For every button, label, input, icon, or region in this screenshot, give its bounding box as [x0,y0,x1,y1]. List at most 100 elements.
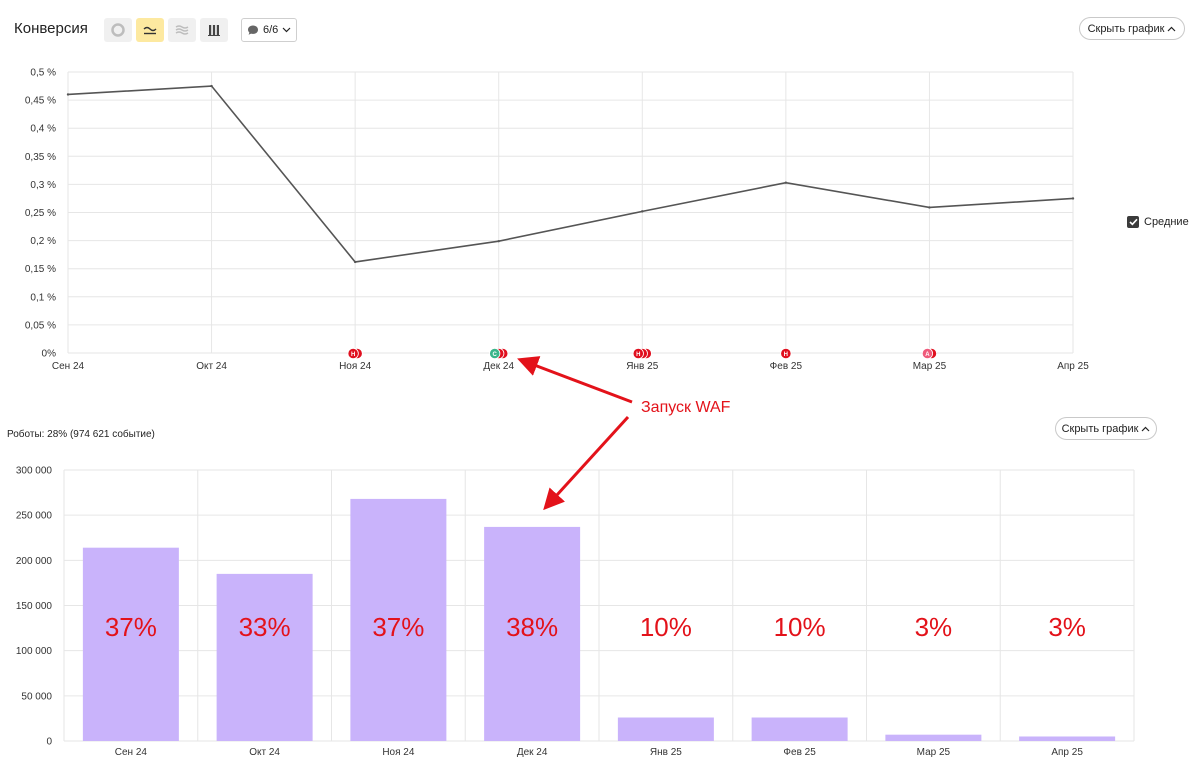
chevron-down-icon [282,27,291,33]
hide-robots-chart-button[interactable]: Скрыть график [1055,417,1157,440]
series-line-averages [67,85,1074,263]
comment-icon [248,25,258,35]
y-tick-label: 0,3 % [30,180,56,191]
y-tick-label: 0,45 % [25,96,56,107]
bar [350,498,447,741]
y-tick-label: 0,4 % [30,124,56,135]
check-icon [1128,218,1138,226]
bar [1019,736,1116,741]
robots-summary: Роботы: 28% (974 621 событие) [7,429,155,440]
data-point [210,84,213,88]
x-tick-label: Мар 25 [913,361,947,372]
hide-chart-label: Скрыть график [1087,22,1165,35]
note-badge-letter: А [925,352,930,358]
bar [885,734,982,741]
bar-percent-label: 33% [239,612,291,642]
x-tick-label: Сен 24 [115,747,148,758]
y-tick-label: 200 000 [16,556,53,567]
area-icon [175,25,189,35]
bar-percent-label: 10% [774,612,826,642]
x-tick-label: Дек 24 [483,361,514,372]
bar [751,717,848,741]
x-tick-label: Фев 25 [783,747,816,758]
data-point [784,181,788,184]
data-point [66,93,70,96]
y-tick-label: 100 000 [16,646,53,657]
note-badge-letter: С [493,352,498,358]
x-tick-label: Дек 24 [517,747,548,758]
bar [617,717,714,741]
data-point [353,260,357,264]
bar [216,573,313,741]
pie-icon [111,23,125,37]
legend-checkbox[interactable] [1127,216,1139,228]
y-tick-label: 0,05 % [25,320,56,331]
y-tick-label: 250 000 [16,511,53,522]
note-badge [347,347,359,360]
y-tick-label: 0,25 % [25,208,56,219]
annotation-label: Запуск WAF [641,399,731,416]
segments-dropdown[interactable]: 6/6 [241,18,297,42]
chart-type-pie-button[interactable] [104,18,132,42]
chart-type-line-button[interactable] [136,18,164,42]
x-tick-label: Мар 25 [917,747,951,758]
y-tick-label: 50 000 [21,691,52,702]
conversion-line-chart: 0% 0,05 % 0,1 % 0,15 % 0,2 % 0,25 % 0,3 % 0,35 … [25,68,1089,373]
x-tick-label: Янв 25 [626,361,658,372]
x-tick-label: Янв 25 [650,747,682,758]
bar-percent-label: 3% [915,612,953,642]
y-tick-label: 150 000 [16,601,53,612]
line-icon [143,26,157,35]
segments-count: 6/6 [263,24,279,36]
y-tick-label: 0,15 % [25,264,56,275]
hide-robots-chart-label: Скрыть график [1061,422,1139,435]
y-tick-label: 0,5 % [30,68,56,79]
x-tick-label: Апр 25 [1051,747,1083,758]
note-badge [632,347,644,360]
x-tick-label: Фев 25 [770,361,803,372]
x-tick-label: Ноя 24 [382,747,415,758]
note-badge [921,347,934,360]
note-badge [780,347,792,360]
bar [484,526,581,741]
columns-icon [208,25,220,36]
data-point [928,206,931,209]
legend-averages[interactable]: Средние [1127,216,1189,228]
note-badge-letter: Н [636,352,640,358]
x-tick-label: Ноя 24 [339,361,372,372]
chart-type-area-button[interactable] [168,18,196,42]
x-tick-label: Окт 24 [196,361,227,372]
bar-percent-label: 37% [105,612,157,642]
hide-chart-button[interactable]: Скрыть график [1079,17,1185,40]
y-tick-label: 0,2 % [30,236,56,247]
bar [82,547,179,741]
y-tick-label: 0,1 % [30,292,56,303]
legend-label: Средние [1144,216,1189,228]
annotation-arrow-down [543,415,630,511]
y-tick-label: 300 000 [16,466,53,477]
y-tick-label: 0 [46,737,52,748]
page-title: Конверсия [14,20,88,37]
y-tick-label: 0% [42,349,57,360]
data-point [1071,197,1075,200]
note-badge [489,347,501,360]
annotation-arrow-up [517,356,633,404]
x-tick-label: Окт 24 [249,747,280,758]
y-tick-label: 0,35 % [25,152,56,163]
data-point [641,210,644,213]
bar-percent-label: 10% [640,612,692,642]
chart-header: Конверсия 6/6 [0,0,1200,58]
x-tick-label: Апр 25 [1057,361,1089,372]
note-badge-letter: Н [351,352,355,358]
chevron-up-icon [1142,426,1150,431]
data-point [497,239,500,243]
chart-type-columns-button[interactable] [200,18,228,42]
note-badge-letter: Н [784,352,788,358]
x-tick-label: Сен 24 [52,361,85,372]
chevron-up-icon [1168,26,1176,31]
bar-percent-label: 37% [372,612,424,642]
bar-percent-label: 3% [1048,612,1086,642]
bar-percent-label: 38% [506,612,558,642]
